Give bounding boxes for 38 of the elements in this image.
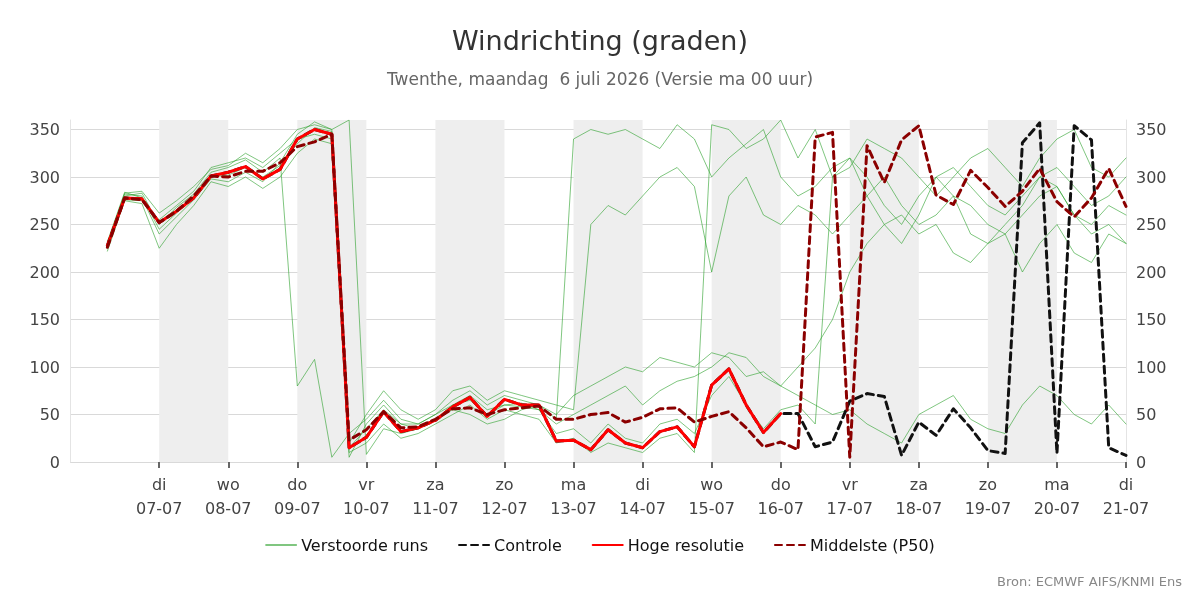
y2-tick-label: 200 [1136,262,1167,282]
y2-tick-label: 350 [1136,120,1167,139]
x-tick-label: wo 08-07 [205,474,252,518]
x-tick-label: di 14-07 [619,474,666,518]
y2-tick-label: 50 [1136,405,1157,424]
y-tick-label: 100 [29,357,60,377]
x-tick-label: zo 19-07 [964,474,1012,518]
y2-tick-label: 150 [1136,310,1167,329]
x-tick-label: vr 10-07 [343,474,390,518]
legend-label: Hoge resolutie [627,535,744,555]
y-tick-label: 150 [29,310,60,329]
y-tick-label: 300 [29,167,60,187]
legend-label: Middelste (P50) [809,535,935,555]
x-tick-label: di 21-07 [1102,474,1150,518]
y-tick-label: 0 [49,452,60,472]
x-tick-label: do 16-07 [757,474,804,518]
x-tick-label: za 11-07 [412,474,459,518]
x-tick-label: do 09-07 [274,474,321,518]
y2-tick-label: 250 [1136,215,1167,234]
y-tick-label: 50 [39,405,60,424]
x-tick-label: zo 12-07 [481,474,528,518]
chart-subtitle: Twenthe, maandag 6 juli 2026 (Versie ma 00 uur) [385,68,814,89]
y-tick-label: 350 [29,120,60,139]
x-tick-label: ma 13-07 [550,474,597,518]
legend-label: Verstoorde runs [301,535,429,555]
y-tick-label: 200 [29,262,60,282]
legend-label: Controle [494,535,562,555]
x-tick-label: vr 17-07 [826,474,874,518]
y2-tick-label: 100 [1136,357,1167,377]
chart-title: Windrichting (graden) [451,25,749,56]
x-tick-label: wo 15-07 [688,474,735,518]
x-tick-label: ma 20-07 [1033,474,1081,518]
x-tick-label: za 18-07 [895,474,943,518]
x-tick-label: di 07-07 [135,474,183,518]
text: Bron: ECMWF AIFS/KNMI Ens [997,574,1183,589]
y2-tick-label: 0 [1136,452,1147,472]
y2-tick-label: 300 [1136,167,1167,187]
y-tick-label: 250 [29,215,60,234]
